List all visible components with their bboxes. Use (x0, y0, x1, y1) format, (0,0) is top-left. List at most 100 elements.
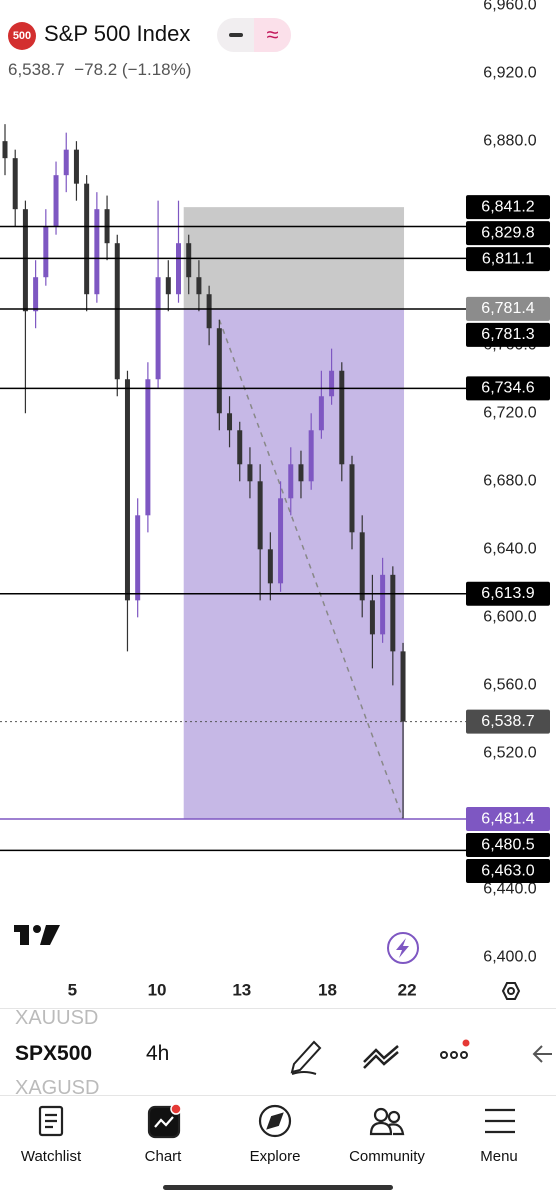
y-tick-label: 6,640.0 (483, 541, 536, 558)
candle-body (339, 370, 345, 465)
price-label: 6,538.7 (481, 713, 534, 730)
settings-button[interactable] (501, 982, 521, 1000)
more-tool[interactable] (440, 1039, 470, 1059)
divider (0, 1008, 556, 1009)
candle-body (278, 498, 284, 584)
candle-body (359, 532, 365, 601)
price-label-box (466, 859, 550, 884)
tool-icons (290, 1039, 552, 1075)
candle-body (237, 430, 243, 465)
chart: 6,960.06,920.06,880.06,760.06,720.06,680… (0, 0, 550, 1000)
candle-body (206, 294, 212, 329)
price-label-box (466, 807, 550, 832)
x-tick-label: 18 (318, 980, 337, 999)
candle-body (22, 209, 28, 312)
nav-item[interactable]: Menu (480, 1148, 518, 1165)
candle-body (247, 464, 253, 482)
candle-body (53, 175, 59, 227)
price-label: 6,841.2 (481, 198, 534, 215)
candle-body (165, 277, 171, 295)
nav-item[interactable]: Explore (249, 1148, 301, 1165)
y-tick-label: 6,680.0 (483, 473, 536, 490)
candle-body (400, 651, 406, 722)
candle-body (145, 379, 151, 516)
x-tick-label: 22 (398, 980, 417, 999)
price-label: 6,734.6 (481, 380, 534, 397)
candle-body (349, 464, 355, 533)
candle-body (176, 243, 182, 295)
draw-tool[interactable] (290, 1040, 322, 1075)
price-label-box (466, 581, 550, 606)
projection (218, 319, 404, 820)
symbol: SPX500 (15, 1042, 93, 1065)
price-label: 6,463.0 (481, 862, 534, 879)
toggle[interactable]: ≈ (217, 18, 291, 52)
undo[interactable] (532, 1045, 552, 1063)
home-indicator (163, 1185, 393, 1190)
toggle-icon: ≈ (254, 18, 291, 52)
quote: 6,538.7 −78.2 (−1.18%) (8, 60, 191, 80)
flash-button[interactable] (387, 932, 419, 964)
nav-item[interactable]: Community (349, 1148, 425, 1165)
price-label: 6,829.8 (481, 224, 534, 241)
candle-body (257, 481, 263, 550)
candle-body (135, 515, 141, 601)
toggle-icon (229, 33, 243, 37)
candle-body (124, 379, 130, 601)
symbol-picker[interactable]: XAUUSD SPX500 XAGUSD (0, 1009, 130, 1095)
price-label-box (466, 322, 550, 347)
levels (0, 225, 466, 852)
title: S&P 500 Index (44, 21, 191, 46)
price-label-box (466, 221, 550, 246)
candle-body (43, 226, 49, 278)
axis: 6,960.06,920.06,880.06,760.06,720.06,680… (68, 0, 537, 999)
divider (0, 1095, 556, 1096)
interval[interactable]: 4h (146, 1042, 170, 1065)
symbol: XAUUSD (15, 1009, 99, 1029)
candle-body (298, 464, 304, 482)
nav-icons (38, 1103, 515, 1139)
candle-body (12, 158, 18, 210)
candle-body (114, 243, 120, 380)
change: −78.2 (−1.18%) (74, 60, 192, 79)
price-label-box (466, 296, 550, 321)
price-label: 6,781.3 (481, 326, 534, 343)
candle-body (186, 243, 192, 278)
candle-body (390, 574, 396, 652)
candle-body (267, 549, 273, 584)
y-tick-label: 6,920.0 (483, 64, 536, 81)
candle-body (329, 370, 335, 397)
logo (14, 925, 60, 945)
lines-tool[interactable] (363, 1045, 399, 1069)
price-labels: 6,841.2 6,829.8 6,811.1 6,781.4 6,781.3 6,734… (466, 195, 550, 884)
y-tick-label: 6,880.0 (483, 132, 536, 149)
price-label: 6,481.4 (481, 810, 534, 827)
price-label-box (466, 247, 550, 272)
y-tick-label: 6,520.0 (483, 745, 536, 762)
y-tick-label: 6,600.0 (483, 609, 536, 626)
candle-body (318, 396, 324, 431)
nav-item[interactable]: Watchlist (20, 1148, 82, 1165)
x-tick-label: 10 (148, 980, 167, 999)
candle-body (155, 277, 161, 380)
x-tick-label: 5 (68, 980, 77, 999)
price-label: 6,811.1 (482, 250, 534, 267)
candle-body (227, 413, 233, 431)
y-tick-label: 6,560.0 (483, 677, 536, 694)
y-tick-label: 6,720.0 (483, 404, 536, 421)
x-tick-label: 13 (232, 980, 251, 999)
zone (183, 207, 405, 820)
price-label-box (466, 376, 550, 401)
y-tick-label: 6,400.0 (483, 949, 536, 966)
candle-body (2, 141, 8, 159)
nav-item[interactable]: Chart (144, 1148, 182, 1165)
candle-body (288, 464, 294, 499)
price-label-box (466, 833, 550, 858)
candle-body (380, 574, 386, 635)
price-label: 6,480.5 (481, 836, 534, 853)
candle-body (94, 209, 100, 295)
price-label-box (466, 195, 550, 220)
candle-body (216, 328, 222, 414)
y-tick-label: 6,960.0 (483, 0, 536, 13)
